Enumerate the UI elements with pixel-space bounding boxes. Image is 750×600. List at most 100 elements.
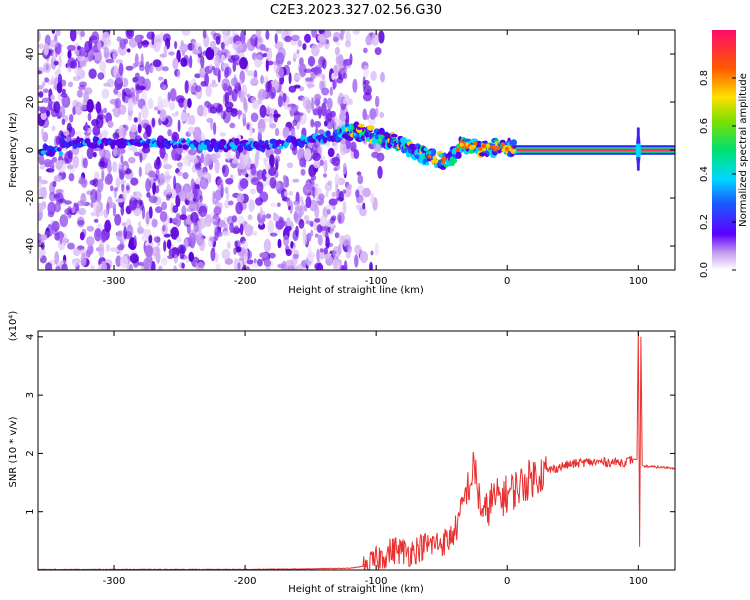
noise-speckle [362, 108, 368, 121]
snr-y-tick-label: 4 [25, 334, 36, 340]
noise-speckle [148, 234, 153, 244]
noise-speckle [352, 78, 358, 93]
noise-speckle [299, 63, 307, 78]
trace-blob [479, 152, 485, 157]
noise-speckle [148, 206, 153, 219]
colorbar-tick-label: 0.2 [699, 214, 710, 230]
spectrogram-x-tick-label: 0 [504, 276, 510, 287]
noise-speckle [119, 171, 125, 180]
trace-dot [442, 156, 447, 161]
noise-speckle [303, 68, 312, 74]
noise-speckle [374, 107, 379, 118]
noise-speckle [112, 161, 118, 173]
noise-speckle [117, 148, 122, 158]
noise-speckle [322, 173, 328, 178]
trace-blob [264, 139, 269, 146]
noise-speckle [321, 102, 327, 117]
noise-speckle [53, 175, 63, 182]
noise-speckle [356, 171, 362, 176]
noise-speckle [51, 220, 60, 232]
noise-speckle [217, 177, 224, 190]
noise-speckle [209, 63, 213, 71]
trace-blob [241, 139, 249, 144]
noise-speckle [378, 30, 385, 44]
noise-speckle [55, 266, 61, 270]
noise-speckle [72, 247, 81, 257]
spectrogram-y-tick-label: 0 [25, 147, 36, 153]
spectrogram-y-tick-label: 20 [25, 96, 36, 109]
noise-speckle [340, 139, 347, 145]
noise-speckle [176, 49, 181, 63]
colorbar-label: Normalized spectral amplitude [738, 73, 749, 227]
noise-speckle [61, 97, 69, 105]
noise-speckle [147, 98, 154, 110]
noise-speckle [158, 76, 164, 81]
noise-speckle [282, 181, 290, 188]
noise-speckle [135, 72, 140, 79]
noise-speckle [295, 225, 299, 237]
noise-speckle [340, 143, 347, 156]
trace-dot [473, 141, 478, 146]
noise-speckle [190, 178, 195, 191]
noise-speckle [215, 263, 221, 270]
noise-speckle [257, 128, 265, 134]
trace-blob [390, 133, 398, 138]
trace-dot [481, 147, 486, 152]
noise-speckle [275, 218, 285, 230]
noise-speckle [92, 178, 99, 188]
noise-speckle [305, 253, 314, 267]
noise-speckle [45, 262, 53, 270]
noise-speckle [302, 233, 307, 245]
noise-speckle [277, 95, 283, 108]
noise-speckle [188, 83, 197, 93]
noise-speckle [107, 160, 112, 174]
trace-dot [427, 154, 432, 159]
noise-speckle [225, 191, 230, 201]
noise-speckle [139, 152, 143, 163]
noise-speckle [338, 190, 344, 202]
noise-speckle [137, 226, 144, 235]
noise-speckle [362, 187, 371, 198]
trace-blob [431, 148, 437, 156]
noise-speckle [319, 159, 324, 167]
noise-speckle [316, 262, 324, 270]
noise-speckle [342, 162, 347, 175]
noise-speckle [374, 242, 379, 256]
noise-speckle [92, 151, 97, 158]
noise-speckle [110, 185, 114, 192]
snr-x-tick-label: -200 [234, 576, 257, 587]
spectrogram-image [38, 30, 675, 270]
noise-speckle [179, 214, 187, 221]
noise-speckle [262, 53, 267, 58]
noise-speckle [291, 34, 300, 42]
noise-speckle [148, 170, 156, 178]
noise-speckle [314, 93, 322, 101]
noise-speckle [53, 101, 61, 114]
spectrogram-y-ticks: -40 -20 0 20 40 [25, 48, 675, 254]
noise-speckle [247, 214, 253, 221]
noise-speckle [191, 40, 195, 54]
noise-speckle [47, 201, 56, 215]
noise-speckle [214, 252, 219, 263]
noise-speckle [222, 231, 231, 237]
noise-speckle [102, 130, 108, 138]
noise-speckle [293, 211, 299, 223]
noise-speckle [350, 141, 357, 152]
noise-speckle [292, 104, 299, 111]
noise-speckle [209, 82, 219, 88]
noise-speckle [139, 64, 145, 72]
noise-speckle [194, 85, 202, 93]
noise-speckle [154, 251, 161, 262]
trace-blob [56, 147, 62, 152]
noise-speckle [125, 88, 131, 95]
noise-speckle [71, 259, 80, 267]
noise-speckle [181, 262, 185, 269]
noise-speckle [293, 74, 303, 80]
noise-speckle [298, 218, 305, 229]
noise-speckle [97, 40, 102, 51]
noise-speckle [263, 117, 268, 123]
noise-speckle [209, 106, 218, 114]
noise-speckle [71, 206, 76, 214]
noise-speckle [53, 60, 59, 66]
